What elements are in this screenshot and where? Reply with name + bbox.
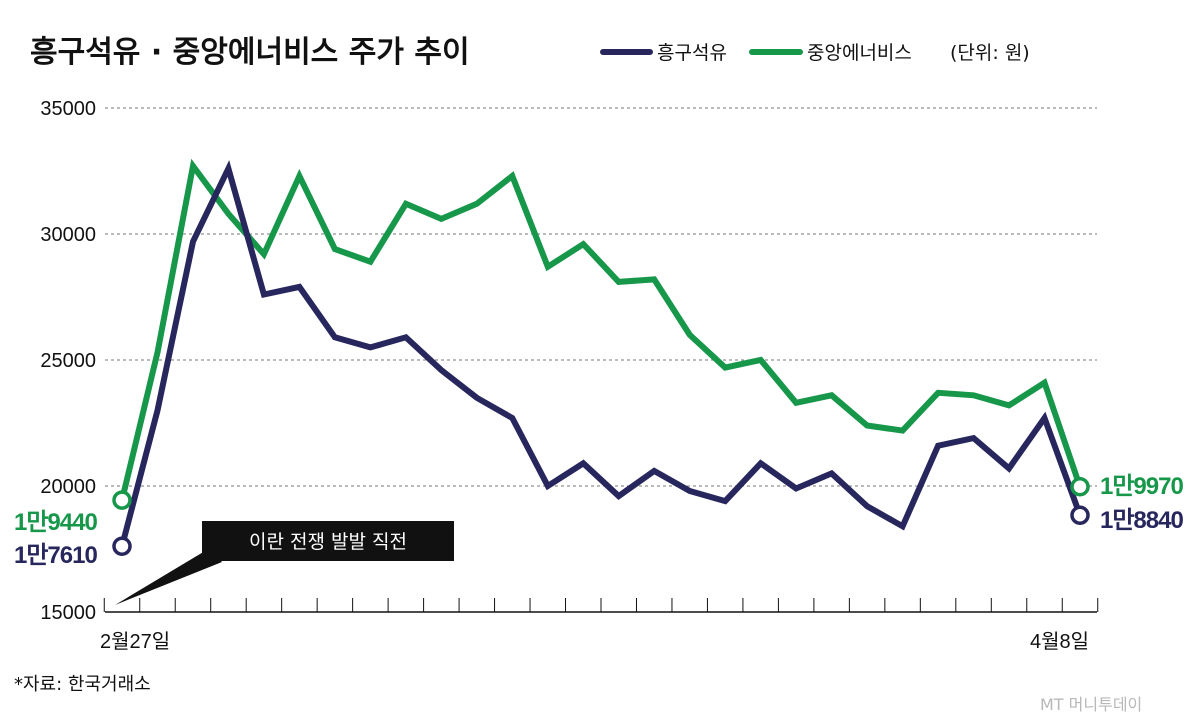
y-tick-label: 20000 <box>40 476 96 498</box>
y-tick-label: 30000 <box>40 224 96 246</box>
grid: 15000 20000 25000 30000 35000 <box>40 98 1097 624</box>
x-label-start: 2월27일 <box>100 630 170 653</box>
source-note: *자료: 한국거래소 <box>14 674 151 695</box>
unit-note: (단위: 원) <box>950 42 1030 64</box>
start-marker-jungang <box>112 490 132 510</box>
start-label-jungang: 1만9440 <box>14 509 97 536</box>
end-marker-heunggu <box>1070 505 1090 525</box>
series-line-heunggu <box>119 160 1083 550</box>
legend-label-jungang: 중앙에너비스 <box>807 42 912 64</box>
end-marker-jungang <box>1070 477 1090 497</box>
series-lines <box>119 158 1083 550</box>
callout-text: 이란 전쟁 발발 직전 <box>249 531 407 553</box>
x-label-end: 4월8일 <box>1030 630 1089 653</box>
start-label-heunggu: 1만7610 <box>14 542 97 569</box>
start-marker-heunggu <box>112 536 132 556</box>
x-axis <box>103 598 1099 613</box>
end-label-heunggu: 1만8840 <box>1100 507 1183 534</box>
credit-logo: MT 머니투데이 <box>1040 695 1142 714</box>
callout-pointer <box>115 548 222 605</box>
end-markers <box>112 477 1090 556</box>
callout-box <box>202 521 454 561</box>
y-tick-label: 35000 <box>40 98 96 120</box>
series-line-jungang <box>119 158 1083 504</box>
end-label-jungang: 1만9970 <box>1100 473 1183 500</box>
chart-title: 흥구석유 · 중앙에너비스 주가 추이 <box>30 35 470 70</box>
legend-label-heunggu: 흥구석유 <box>657 42 727 64</box>
y-tick-label: 25000 <box>40 350 96 372</box>
y-tick-label: 15000 <box>40 602 96 624</box>
